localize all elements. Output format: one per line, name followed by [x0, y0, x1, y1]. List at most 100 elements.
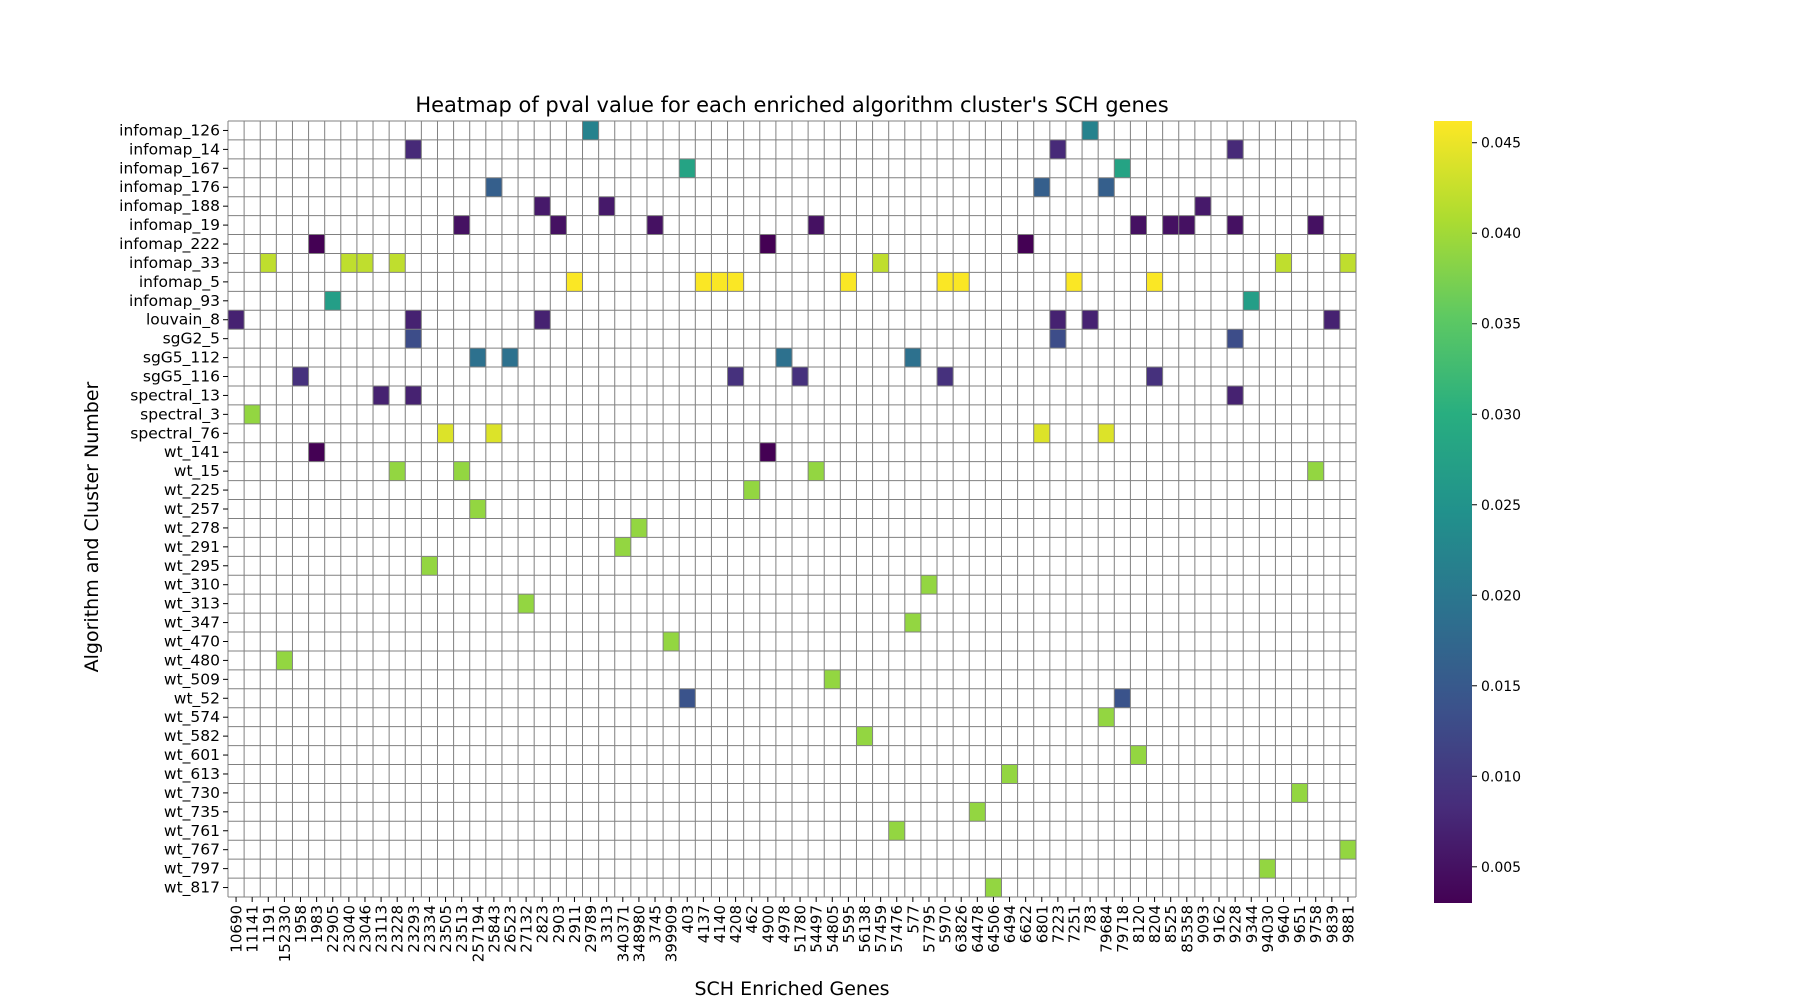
- y-tick-label: infomap_222: [119, 235, 220, 254]
- heatmap-cell: [1227, 329, 1244, 349]
- heatmap-cell: [308, 442, 325, 462]
- x-tick-label: 23334: [421, 905, 439, 953]
- x-tick-label: 9839: [1323, 905, 1341, 943]
- y-tick-label: wt_613: [164, 765, 220, 784]
- heatmap-cell: [308, 234, 325, 254]
- y-tick-label: louvain_8: [146, 311, 220, 330]
- x-tick-label: 23513: [453, 905, 471, 953]
- x-tick-label: 79684: [1098, 905, 1116, 953]
- heatmap-cell: [228, 310, 245, 330]
- heatmap-cell: [405, 385, 422, 405]
- y-tick-label: infomap_167: [119, 159, 220, 178]
- heatmap-cell: [759, 234, 776, 254]
- heatmap-cell: [373, 385, 390, 405]
- x-tick-label: 9344: [1243, 905, 1261, 943]
- y-tick-label: wt_797: [164, 860, 220, 879]
- y-tick-label: spectral_76: [130, 424, 220, 443]
- heatmap-cell: [324, 291, 341, 311]
- y-tick-label: wt_470: [164, 632, 220, 651]
- y-tick-label: infomap_176: [119, 178, 220, 197]
- heatmap-cell: [340, 253, 357, 273]
- heatmap-grid: [227, 120, 1357, 898]
- x-tick-label: 57795: [920, 905, 938, 953]
- heatmap-cell: [856, 726, 873, 746]
- x-tick-label: 85358: [1178, 905, 1196, 953]
- heatmap-cell: [1162, 215, 1179, 235]
- x-tick-label: 7223: [1049, 905, 1067, 943]
- x-tick-label: 57459: [872, 905, 890, 953]
- heatmap-cell: [679, 158, 696, 178]
- y-tick-label: infomap_5: [139, 273, 220, 292]
- y-tick-label: sgG5_112: [143, 349, 220, 368]
- x-tick-label: 783: [1082, 905, 1100, 934]
- heatmap-cell: [808, 461, 825, 481]
- x-tick-label: 462: [743, 905, 761, 934]
- x-tick-label: 51780: [792, 905, 810, 953]
- y-tick-label: wt_817: [164, 879, 220, 898]
- heatmap-cell: [405, 310, 422, 330]
- x-tick-label: 25843: [485, 905, 503, 953]
- x-tick-label: 257194: [469, 905, 487, 962]
- x-tick-label: 23046: [356, 905, 374, 953]
- x-tick-label: 6494: [1001, 905, 1019, 943]
- heatmap-cell: [437, 423, 454, 443]
- x-tick-label: 94030: [1259, 905, 1277, 953]
- heatmap-cell: [663, 632, 680, 651]
- heatmap-cell: [1259, 859, 1276, 879]
- heatmap-cell: [566, 272, 583, 292]
- heatmap-cell: [824, 669, 841, 689]
- x-tick-label: 23113: [373, 905, 391, 953]
- x-tick-label: 9228: [1227, 905, 1245, 943]
- heatmap-cell: [582, 121, 599, 140]
- heatmap-cell: [1194, 196, 1211, 216]
- heatmap-cell: [292, 367, 309, 386]
- colorbar-tick-label: 0.005: [1481, 860, 1521, 876]
- heatmap-cell: [598, 196, 615, 216]
- heatmap-cell: [1065, 272, 1083, 292]
- heatmap-cell: [485, 423, 502, 443]
- heatmap-cell: [888, 821, 905, 841]
- x-tick-label: 29789: [582, 905, 600, 953]
- x-tick-label: 54805: [824, 905, 842, 953]
- heatmap-cell: [518, 594, 535, 614]
- x-tick-label: 79718: [1114, 905, 1132, 953]
- y-tick-label: wt_141: [164, 443, 220, 462]
- x-tick-label: 3313: [598, 905, 616, 943]
- heatmap-cell: [1130, 745, 1147, 765]
- x-tick-label: 8120: [1130, 905, 1148, 943]
- x-tick-label: 6622: [1017, 905, 1035, 943]
- heatmap-cell: [1001, 764, 1018, 784]
- x-tick-label: 152330: [276, 905, 294, 962]
- heatmap-cell: [792, 367, 809, 386]
- x-tick-label: 9162: [1211, 905, 1229, 943]
- heatmap-cell: [1098, 707, 1115, 727]
- heatmap-cell: [727, 272, 744, 292]
- heatmap-cell: [1114, 688, 1131, 708]
- heatmap-cell: [1049, 329, 1066, 349]
- x-tick-label: 8525: [1162, 905, 1180, 943]
- x-tick-label: 4208: [727, 905, 745, 943]
- heatmap-cell: [1082, 121, 1099, 140]
- heatmap-cell: [453, 461, 470, 481]
- heatmap-cell: [453, 215, 470, 235]
- heatmap-cell: [743, 480, 760, 500]
- y-tick-label: wt_601: [164, 746, 220, 765]
- x-tick-label: 9758: [1307, 905, 1325, 943]
- colorbar-tick-label: 0.035: [1481, 317, 1521, 333]
- heatmap-cell: [646, 215, 664, 235]
- y-tick-label: wt_310: [164, 576, 220, 595]
- x-tick-label: 577: [904, 905, 922, 934]
- x-tick-label: 403: [679, 905, 697, 934]
- x-tick-label: 64506: [985, 905, 1003, 953]
- y-tick-label: wt_313: [164, 595, 220, 614]
- x-tick-label: 23040: [340, 905, 358, 953]
- colorbar-tick-label: 0.015: [1481, 679, 1521, 695]
- colorbar-tick-label: 0.045: [1481, 136, 1521, 152]
- x-tick-label: 54497: [808, 905, 826, 953]
- heatmap-cell: [1114, 158, 1131, 178]
- y-tick-label: wt_52: [174, 689, 220, 708]
- heatmap-cell: [1307, 461, 1324, 481]
- heatmap-cell: [872, 253, 889, 273]
- colorbar-tick-label: 0.040: [1481, 226, 1521, 242]
